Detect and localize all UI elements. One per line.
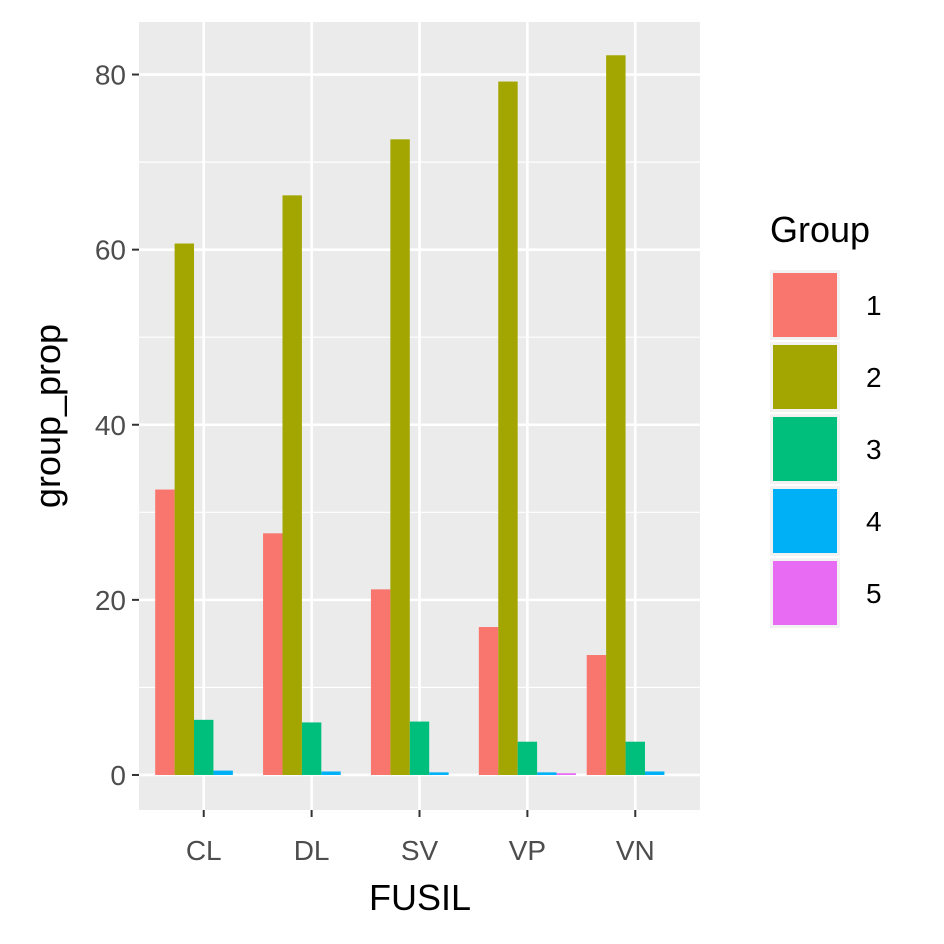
bar-CL-group-3 — [194, 719, 214, 775]
legend-title: Group — [770, 209, 870, 250]
x-tick-label-VP: VP — [509, 835, 546, 866]
bar-DL-group-2 — [282, 195, 302, 775]
major-gridlines — [139, 22, 700, 810]
bar-CL-group-4 — [213, 770, 233, 775]
legend-swatch-5 — [773, 561, 837, 625]
y-tick-label: 80 — [95, 60, 126, 91]
bar-VN-group-4 — [644, 771, 665, 775]
x-axis: CL DL SV VP VN — [186, 810, 655, 866]
y-tick-label: 20 — [95, 585, 126, 616]
legend-swatch-4 — [773, 489, 837, 553]
bar-SV-group-1 — [370, 589, 391, 775]
legend-label-2: 2 — [866, 362, 882, 393]
bar-DL-group-4 — [321, 771, 341, 775]
legend-label-5: 5 — [866, 578, 882, 609]
x-axis-title: FUSIL — [369, 877, 471, 918]
bar-VN-group-2 — [606, 55, 626, 775]
y-tick-label: 40 — [95, 410, 126, 441]
bar-SV-group-3 — [409, 721, 430, 775]
y-axis-title: group_prop — [27, 324, 68, 508]
y-tick-label: 60 — [95, 235, 126, 266]
legend-swatch-2 — [773, 345, 837, 409]
bar-VN-group-3 — [625, 741, 645, 775]
bar-VP-group-1 — [478, 627, 499, 775]
x-tick-label-SV: SV — [401, 835, 439, 866]
legend-label-3: 3 — [866, 434, 882, 465]
bar-VN-group-1 — [586, 655, 607, 775]
legend: Group 1 2 3 4 5 — [770, 209, 882, 628]
bar-VP-group-2 — [498, 81, 518, 775]
x-tick-label-CL: CL — [186, 835, 222, 866]
bar-SV-group-4 — [429, 772, 449, 775]
bar-VP-group-3 — [517, 741, 538, 775]
x-tick-label-DL: DL — [294, 835, 330, 866]
legend-swatch-3 — [773, 417, 837, 481]
bar-DL-group-1 — [263, 533, 283, 775]
legend-label-4: 4 — [866, 506, 882, 537]
bar-VP-group-5 — [556, 773, 576, 775]
bar-VP-group-4 — [537, 772, 557, 775]
x-tick-label-VN: VN — [616, 835, 655, 866]
bar-DL-group-3 — [301, 722, 322, 775]
bar-CL-group-1 — [155, 489, 175, 775]
bars — [155, 55, 665, 775]
bar-SV-group-2 — [390, 139, 410, 775]
y-tick-label: 0 — [110, 760, 126, 791]
y-axis: 0 20 40 60 80 — [95, 60, 139, 791]
bar-CL-group-2 — [174, 243, 195, 775]
legend-swatch-1 — [773, 273, 837, 337]
legend-label-1: 1 — [866, 290, 882, 321]
